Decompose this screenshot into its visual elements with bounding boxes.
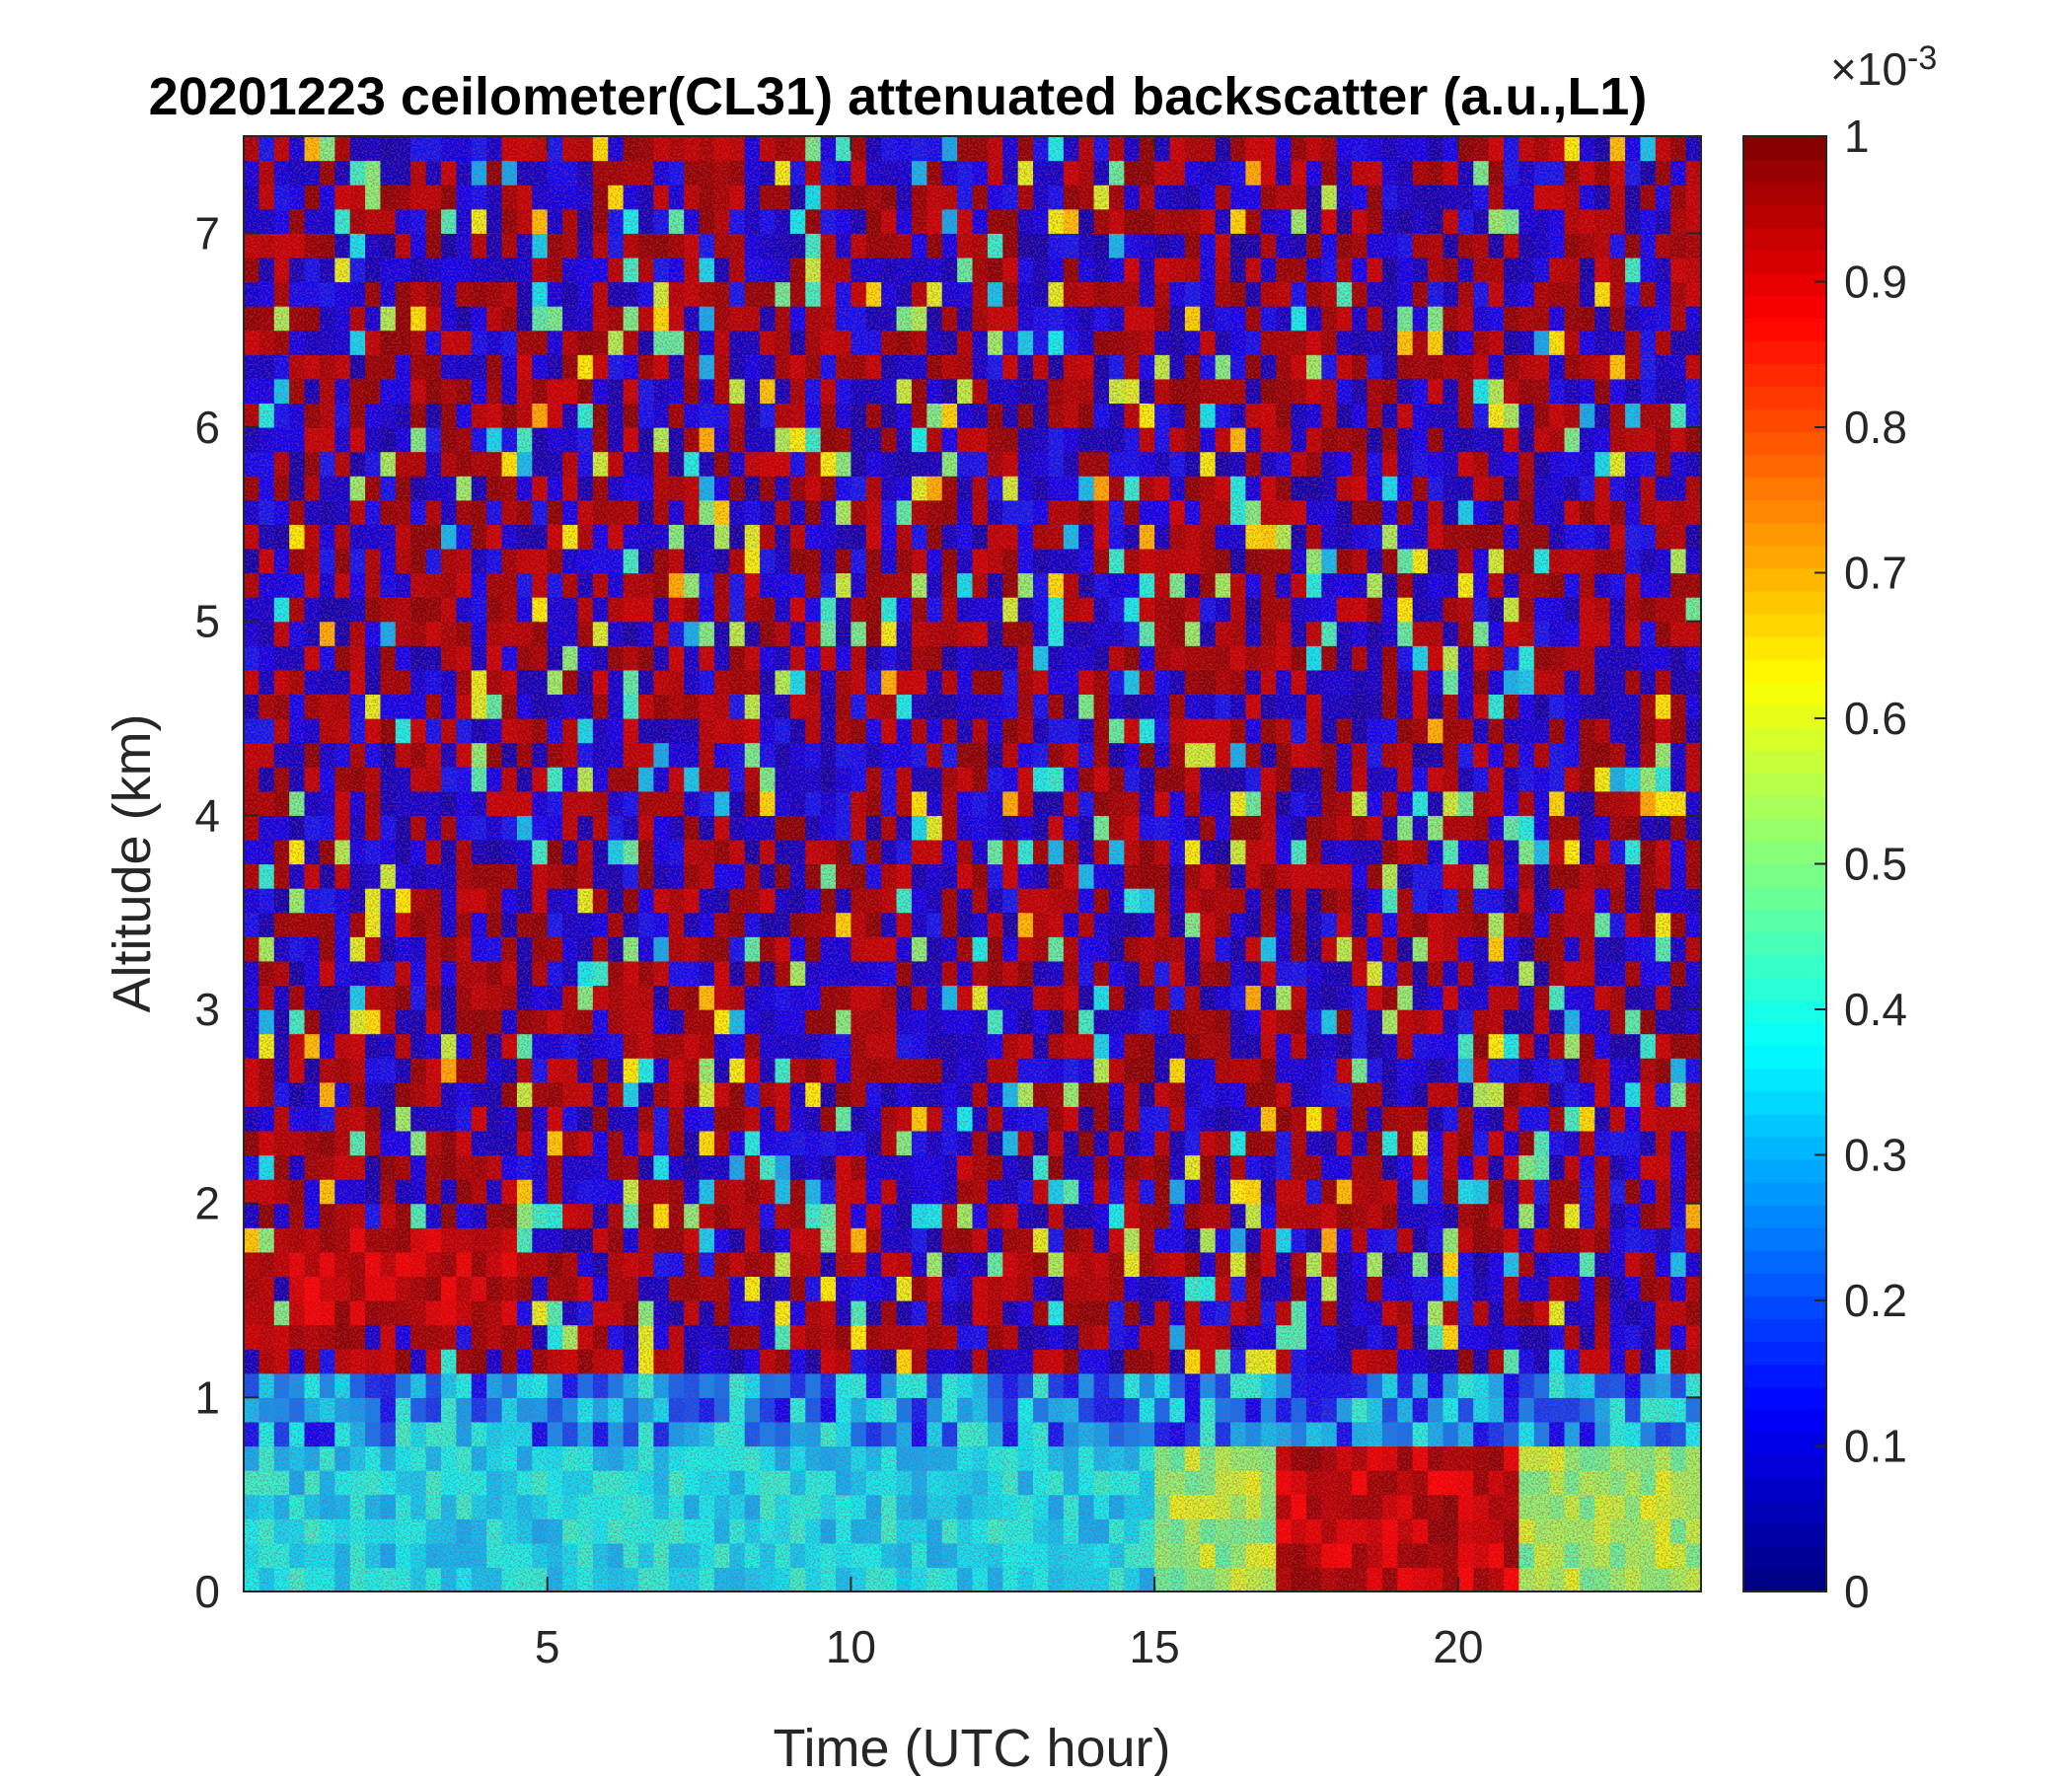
heatmap-area (244, 136, 1702, 1592)
chart-title: 20201223 ceilometer(CL31) attenuated bac… (149, 67, 1648, 126)
